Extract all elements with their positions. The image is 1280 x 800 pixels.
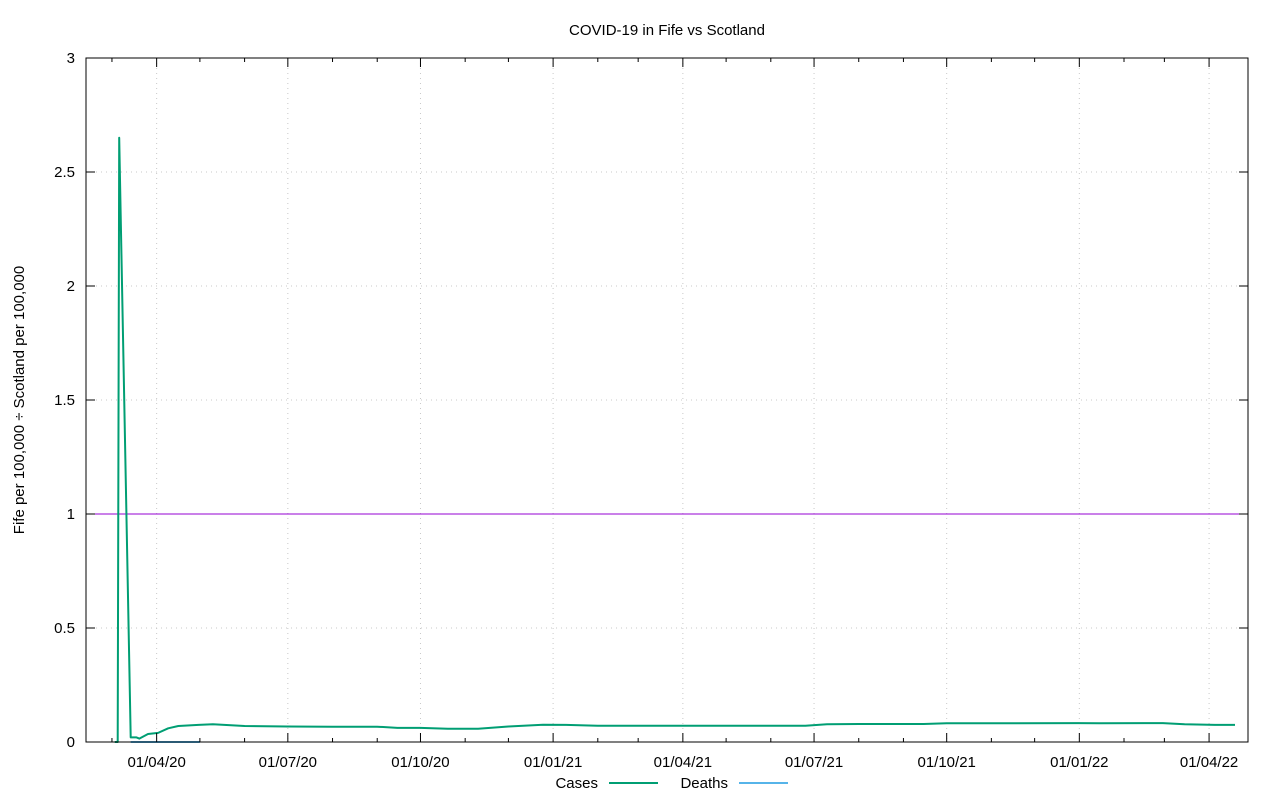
series-layer xyxy=(114,136,1235,743)
legend-label-cases: Cases xyxy=(555,775,598,792)
y-tick-label: 3 xyxy=(67,50,75,67)
x-tick-label: 01/07/21 xyxy=(785,754,843,771)
legend-label-deaths: Deaths xyxy=(680,775,728,792)
x-tick-label: 01/04/20 xyxy=(127,754,185,771)
legend: Cases Deaths xyxy=(555,775,788,792)
y-tick-label: 2 xyxy=(67,278,75,295)
series-line-cases xyxy=(114,136,1235,743)
x-tick-label: 01/04/21 xyxy=(654,754,712,771)
axis-ticks xyxy=(86,57,1248,743)
y-tick-label: 0.5 xyxy=(54,620,75,637)
y-tick-label: 1.5 xyxy=(54,392,75,409)
x-tick-label: 01/10/20 xyxy=(391,754,449,771)
y-tick-label: 1 xyxy=(67,506,75,523)
y-tick-label: 2.5 xyxy=(54,164,75,181)
chart-title: COVID-19 in Fife vs Scotland xyxy=(569,22,765,39)
x-tick-label: 01/10/21 xyxy=(917,754,975,771)
x-tick-label: 01/07/20 xyxy=(259,754,317,771)
x-tick-label: 01/01/21 xyxy=(524,754,582,771)
y-axis-label: Fife per 100,000 ÷ Scotland per 100,000 xyxy=(11,266,28,534)
grid xyxy=(86,58,1248,742)
y-tick-labels: 0 0.5 1 1.5 2 2.5 3 xyxy=(54,50,75,751)
x-tick-labels: 01/04/20 01/07/20 01/10/20 01/01/21 01/04/21… xyxy=(127,754,1238,771)
y-tick-label: 0 xyxy=(67,734,75,751)
x-tick-label: 01/04/22 xyxy=(1180,754,1238,771)
x-tick-label: 01/01/22 xyxy=(1050,754,1108,771)
